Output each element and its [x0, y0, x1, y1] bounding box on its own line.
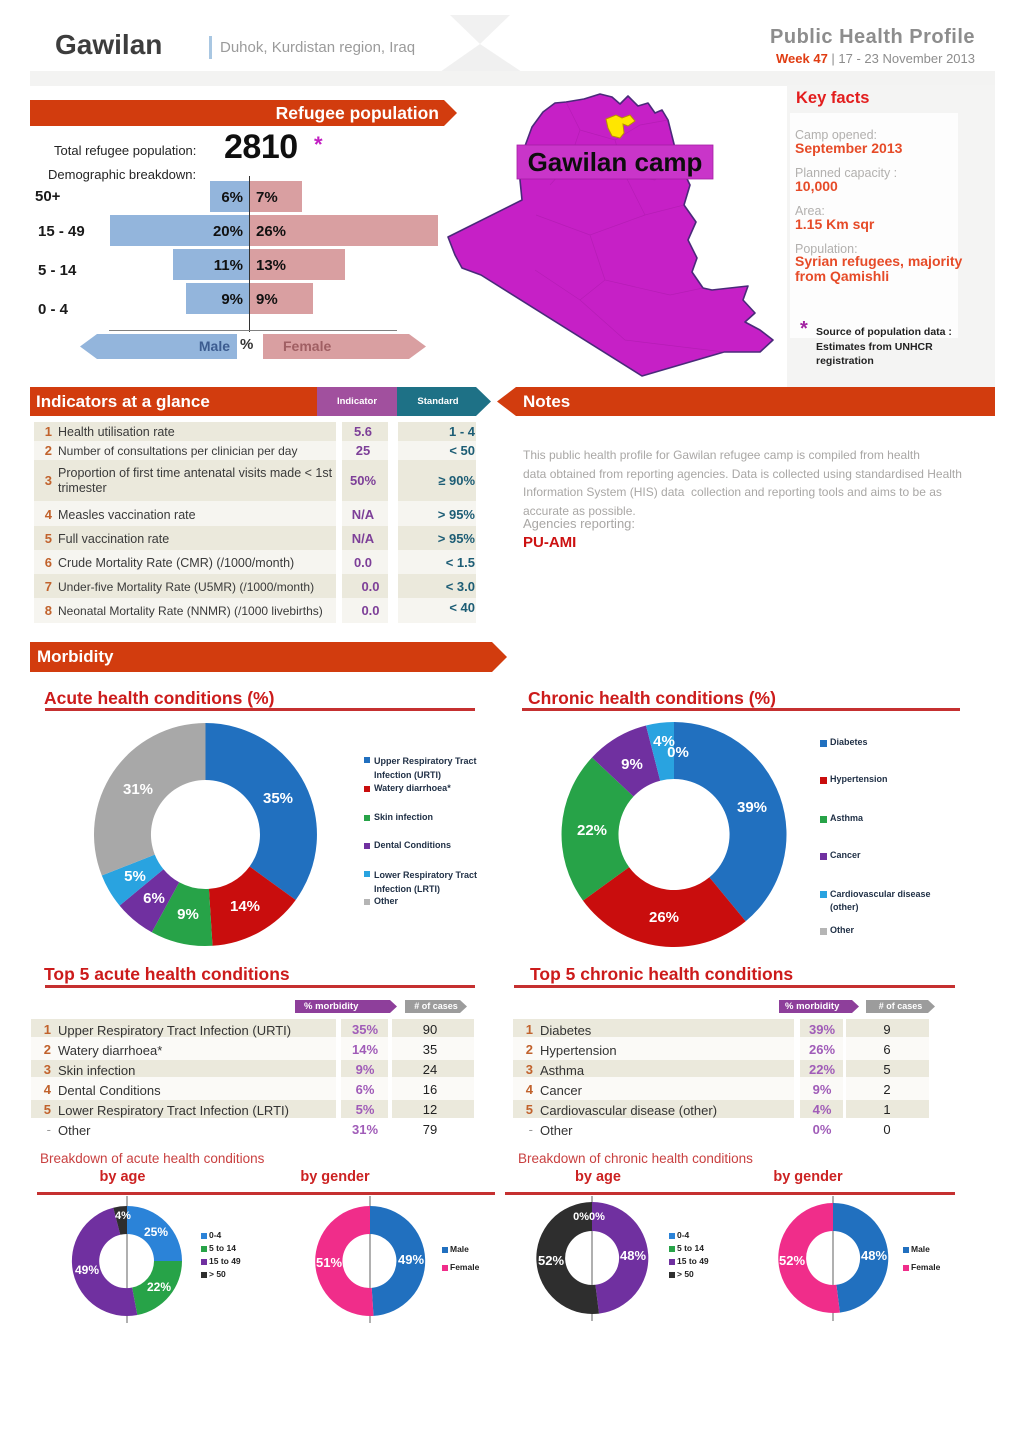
svg-text:Gawilan camp: Gawilan camp — [528, 147, 703, 177]
svg-text:39%: 39% — [737, 799, 767, 816]
svg-text:48%: 48% — [620, 1248, 646, 1263]
svg-text:49%: 49% — [75, 1263, 99, 1277]
svg-text:4%: 4% — [115, 1210, 131, 1222]
svg-text:9%: 9% — [177, 906, 199, 923]
svg-text:25%: 25% — [144, 1225, 168, 1239]
svg-text:0%0%: 0%0% — [573, 1211, 605, 1223]
svg-text:31%: 31% — [123, 781, 153, 798]
svg-text:4%: 4% — [653, 733, 675, 750]
svg-text:52%: 52% — [779, 1253, 805, 1268]
svg-text:5%: 5% — [124, 868, 146, 885]
svg-text:49%: 49% — [398, 1252, 424, 1267]
svg-text:14%: 14% — [230, 898, 260, 915]
svg-text:0%: 0% — [667, 744, 689, 761]
svg-text:22%: 22% — [577, 822, 607, 839]
svg-text:52%: 52% — [538, 1253, 564, 1268]
svg-text:22%: 22% — [147, 1280, 171, 1294]
svg-text:26%: 26% — [649, 909, 679, 926]
svg-text:9%: 9% — [621, 756, 643, 773]
svg-text:48%: 48% — [861, 1248, 887, 1263]
svg-text:51%: 51% — [316, 1255, 342, 1270]
svg-text:35%: 35% — [263, 790, 293, 807]
svg-text:6%: 6% — [143, 890, 165, 907]
